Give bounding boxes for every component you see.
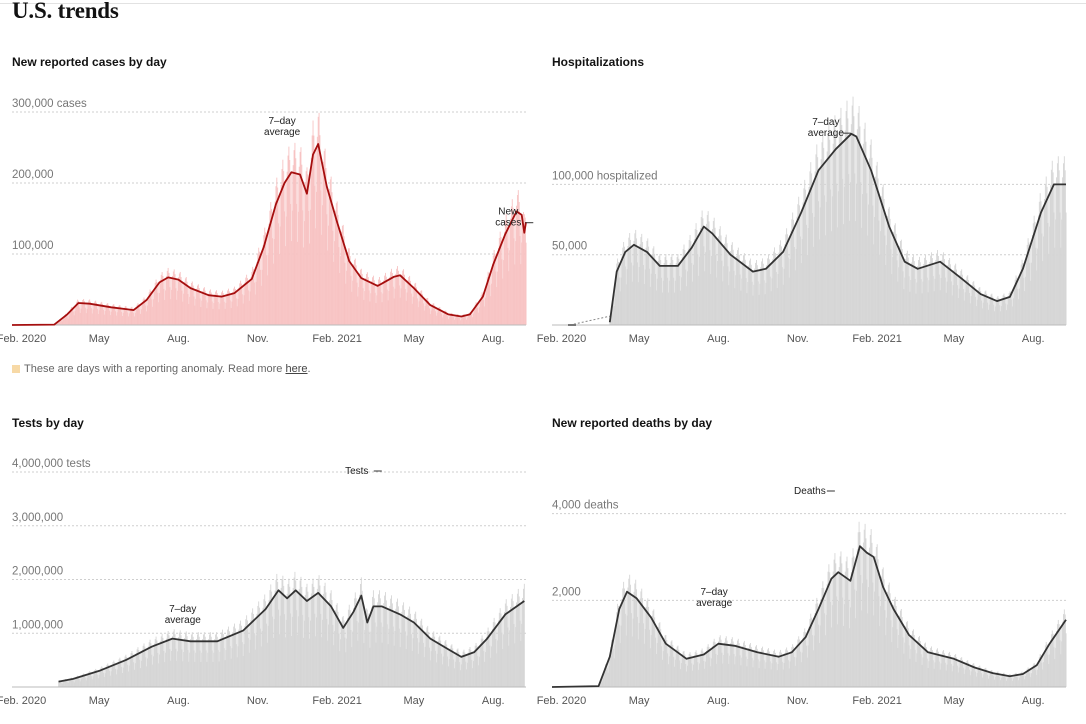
cases-x-tick-label: Aug.	[167, 333, 190, 345]
tests-y-tick-label: 1,000,000	[12, 619, 63, 631]
hosp-x-tick-label: Nov.	[787, 333, 809, 345]
cases-x-tick-label: Feb. 2021	[312, 333, 362, 345]
tests-area	[58, 590, 525, 687]
tests-x-tick-label: May	[403, 695, 424, 707]
cases-annotation: 7–day average	[264, 116, 301, 138]
deaths-average-line	[551, 545, 1067, 688]
page-title: U.S. trends	[12, 0, 119, 23]
deaths-x-tick-label: Nov.	[787, 695, 809, 707]
anomaly-note-text: These are days with a reporting anomaly.…	[24, 363, 286, 375]
hospitalizations-chart-title: Hospitalizations	[552, 55, 645, 69]
tests-x-tick-label: Feb. 2021	[312, 695, 362, 707]
deaths-area	[552, 546, 1066, 687]
deaths-x-tick-label: May	[629, 695, 650, 707]
tests-chart-title: Tests by day	[12, 416, 84, 430]
deaths-y-tick-label: 4,000 deaths	[552, 500, 619, 512]
tests-x-tick-label: Feb. 2020	[0, 695, 46, 707]
deaths-annotation: Deaths	[794, 486, 826, 497]
hosp-missing-data-line	[569, 315, 610, 326]
hosp-x-tick-label: May	[629, 333, 650, 345]
top-divider	[0, 3, 1086, 4]
hosp-annotation: 7–day average	[808, 117, 845, 139]
cases-x-tick-label: Feb. 2020	[0, 333, 46, 345]
cases-daily-bar	[525, 242, 527, 325]
cases-annotation: New cases	[495, 207, 521, 229]
cases-y-tick-label: 300,000 cases	[12, 98, 87, 110]
deaths-x-tick-label: Aug.	[707, 695, 730, 707]
hosp-x-tick-label: Aug.	[707, 333, 730, 345]
anomaly-swatch	[12, 365, 20, 373]
tests-y-tick-label: 4,000,000 tests	[12, 458, 91, 470]
cases-x-tick-label: Nov.	[247, 333, 269, 345]
tests-y-tick-label: 2,000,000	[12, 566, 63, 578]
tests-average-line	[58, 589, 525, 683]
hosp-x-tick-label: Aug.	[1022, 333, 1045, 345]
hosp-daily-bar	[1065, 212, 1067, 325]
cases-y-tick-label: 200,000	[12, 169, 54, 181]
hosp-x-tick-label: Feb. 2021	[852, 333, 902, 345]
tests-x-tick-label: Aug.	[482, 695, 505, 707]
cases-x-tick-label: Aug.	[482, 333, 505, 345]
deaths-y-tick-label: 2,000	[552, 586, 581, 598]
tests-annotation: Tests	[345, 466, 368, 477]
cases-area	[12, 144, 526, 325]
cases-x-tick-label: May	[89, 333, 110, 345]
hosp-x-tick-label: May	[943, 333, 964, 345]
hosp-area	[609, 133, 1066, 325]
tests-x-tick-label: May	[89, 695, 110, 707]
cases-chart-title: New reported cases by day	[12, 55, 167, 69]
read-more-link[interactable]: here	[285, 363, 308, 375]
tests-annotation: 7–day average	[165, 604, 202, 626]
cases-average-line	[11, 143, 527, 326]
deaths-chart-title: New reported deaths by day	[552, 416, 713, 430]
hosp-x-tick-label: Feb. 2020	[537, 333, 587, 345]
hosp-average-line	[608, 132, 1066, 323]
deaths-x-tick-label: Feb. 2021	[852, 695, 902, 707]
tests-daily-bar	[523, 583, 525, 687]
hosp-y-tick-label: 100,000 hospitalized	[552, 170, 658, 182]
tests-y-tick-label: 3,000,000	[12, 512, 63, 524]
anomaly-note-end: .	[307, 363, 311, 375]
deaths-x-tick-label: May	[943, 695, 964, 707]
cases-x-tick-label: May	[403, 333, 424, 345]
tests-x-tick-label: Aug.	[167, 695, 190, 707]
deaths-annotation: 7–day average	[696, 587, 733, 609]
deaths-daily-bar	[1065, 633, 1067, 687]
cases-y-tick-label: 100,000	[12, 240, 54, 252]
anomaly-note: These are days with a reporting anomaly.…	[12, 363, 311, 375]
deaths-x-tick-label: Feb. 2020	[537, 695, 587, 707]
deaths-x-tick-label: Aug.	[1022, 695, 1045, 707]
tests-x-tick-label: Nov.	[247, 695, 269, 707]
hosp-y-tick-label: 50,000	[552, 241, 587, 253]
